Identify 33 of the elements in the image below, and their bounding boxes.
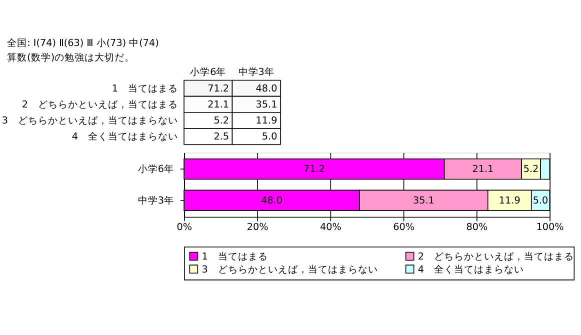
y-tick-label: 中学3年 (138, 194, 174, 207)
data-label: 21.1 (472, 164, 494, 176)
data-label: 71.2 (208, 84, 230, 94)
data-label: 21.1 (208, 100, 230, 111)
legend-label: 3 どちらかといえば，当てはまらない (202, 263, 378, 276)
y-tick-label: 2 どちらかといえば，当てはまる (22, 98, 178, 111)
x-tick-label: 100% (536, 222, 564, 234)
data-label: 11.9 (498, 196, 520, 207)
data-label: 2.5 (214, 132, 230, 143)
x-tick-label: 20% (246, 222, 268, 234)
legend-label: 4 全く当てはまらない (418, 263, 524, 276)
x-tick-label: 0% (176, 222, 192, 234)
y-tick-label: 小学6年 (138, 163, 174, 176)
y-tick-label: 1 当てはまる (112, 82, 178, 94)
text: 算数(数学)の勉強は大切だ。 (7, 52, 135, 64)
data-label: 48.0 (261, 196, 282, 207)
data-label: 48.0 (256, 84, 278, 94)
x-tick-label: 80% (466, 222, 488, 234)
data-label: 35.1 (412, 196, 434, 207)
data-label: 5.0 (262, 132, 278, 143)
data-label: 35.1 (256, 100, 278, 111)
y-tick-label: 3 どちらかといえば，当てはまらない (2, 114, 178, 127)
x-tick-label: 40% (320, 222, 342, 234)
legend-label: 1 当てはまる (202, 250, 268, 262)
data-label: 71.2 (303, 164, 325, 176)
x-tick-label: 60% (393, 222, 415, 234)
data-label: 11.9 (256, 116, 278, 127)
text: 全国: Ⅰ(74) Ⅱ(63) Ⅲ 小(73) 中(74) (7, 37, 159, 50)
legend-label: 2 どちらかといえば，当てはまる (418, 250, 574, 262)
y-tick-label: 4 全く当てはまらない (72, 130, 178, 143)
data-label: 5.2 (523, 164, 539, 176)
data-label: 5.0 (532, 196, 548, 207)
data-label: 5.2 (214, 116, 230, 127)
